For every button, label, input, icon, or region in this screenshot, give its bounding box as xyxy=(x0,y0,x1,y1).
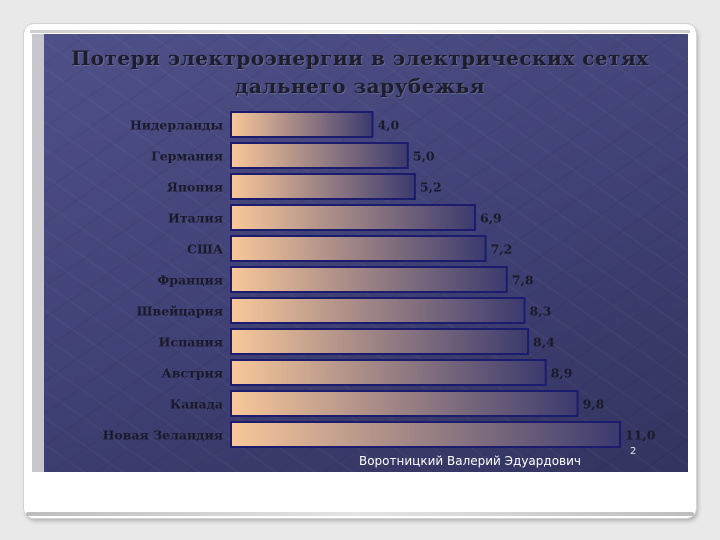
category-label: Австрия xyxy=(162,366,223,381)
bar xyxy=(230,142,409,169)
bar xyxy=(230,111,374,138)
value-label: 8,3 xyxy=(530,304,552,319)
category-label: Франция xyxy=(157,273,223,288)
slide-top-line xyxy=(30,30,690,33)
bar xyxy=(230,173,416,200)
slide-bottom-line xyxy=(26,512,694,516)
chart-title: Потери электроэнергии в электрических се… xyxy=(40,44,680,100)
chart-title-line-1: Потери электроэнергии в электрических се… xyxy=(71,46,649,70)
value-label: 4,0 xyxy=(377,118,399,133)
category-label: Япония xyxy=(167,180,223,195)
category-label: Швейцария xyxy=(137,304,223,319)
category-label: Новая Зеландия xyxy=(103,428,223,443)
value-label: 11,0 xyxy=(625,428,656,443)
bar xyxy=(230,390,579,417)
bar xyxy=(230,328,530,355)
value-label: 5,2 xyxy=(420,180,442,195)
bar xyxy=(230,359,547,386)
category-label: Канада xyxy=(170,397,223,412)
bar xyxy=(230,297,526,324)
category-label: Германия xyxy=(151,149,223,164)
value-label: 7,2 xyxy=(491,242,513,257)
category-label: Испания xyxy=(159,335,223,350)
value-label: 8,4 xyxy=(533,335,555,350)
value-label: 6,9 xyxy=(480,211,502,226)
page-number: 2 xyxy=(630,446,637,457)
chart-title-line-2: дальнего зарубежья xyxy=(234,74,485,98)
bar xyxy=(230,204,477,231)
value-label: 8,9 xyxy=(551,366,573,381)
bar xyxy=(230,266,508,293)
author-footer: Воротницкий Валерий Эдуардович xyxy=(358,454,581,468)
value-label: 5,0 xyxy=(413,149,435,164)
category-label: Италия xyxy=(168,211,223,226)
bar xyxy=(230,421,621,448)
value-label: 7,8 xyxy=(512,273,534,288)
bar xyxy=(230,235,487,262)
category-label: Нидерланды xyxy=(130,118,223,133)
chart-marks: Нидерланды 4,0 Германия 5,0 Япония 5,2 Италия 6… xyxy=(103,111,656,448)
category-label: США xyxy=(187,242,224,257)
value-label: 9,8 xyxy=(583,397,605,412)
